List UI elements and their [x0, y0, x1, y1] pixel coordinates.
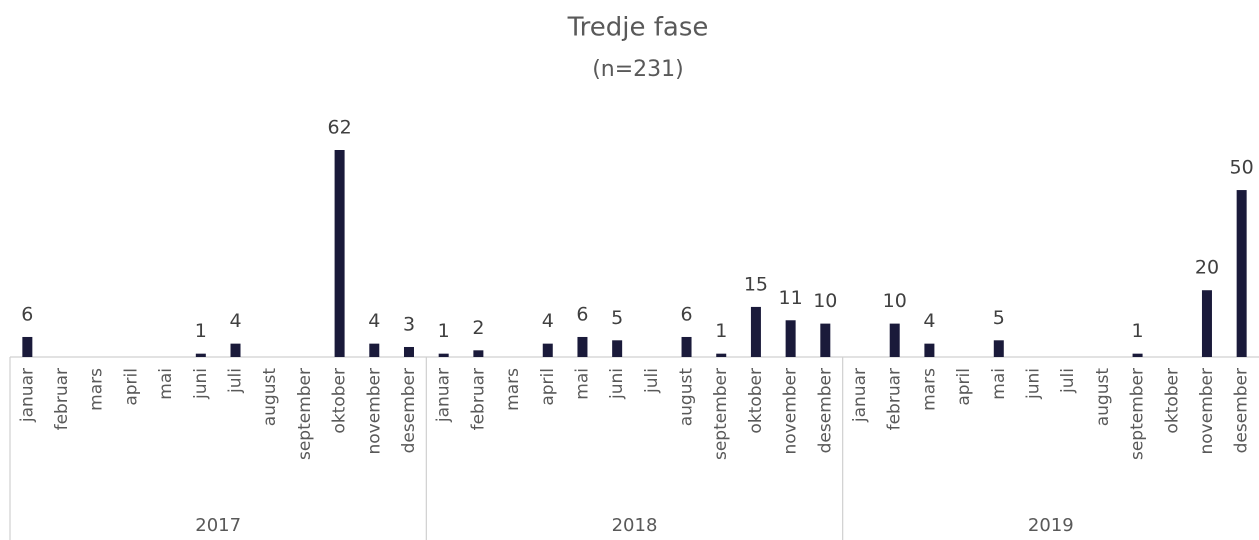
x-tick-label: desember — [399, 368, 419, 453]
bar — [612, 340, 623, 357]
x-tick-label: juni — [1023, 368, 1043, 400]
x-tick-label: juni — [607, 368, 627, 400]
data-label: 20 — [1195, 257, 1219, 279]
x-tick-label: juli — [1058, 368, 1078, 394]
x-tick-label: mai — [156, 368, 176, 400]
bar — [1132, 353, 1143, 357]
x-tick-label: februar — [468, 368, 488, 430]
data-label: 4 — [923, 310, 935, 332]
bar — [785, 320, 796, 357]
chart-title: Tredje fase — [567, 13, 709, 43]
bar — [993, 340, 1004, 357]
x-tick-label: mai — [989, 368, 1009, 400]
x-tick-label: april — [954, 368, 974, 406]
data-label: 6 — [680, 303, 692, 325]
x-tick-label: november — [781, 368, 801, 455]
bar — [924, 343, 935, 357]
x-tick-label: juni — [191, 368, 211, 400]
x-tick-label: oktober — [330, 368, 350, 434]
bar — [681, 336, 692, 357]
x-tick-label: august — [1093, 368, 1113, 427]
bar — [230, 343, 241, 357]
x-tick-label: februar — [885, 368, 905, 430]
data-label: 1 — [1132, 320, 1144, 342]
data-label: 5 — [611, 307, 623, 329]
x-tick-label: november — [1197, 368, 1217, 455]
x-tick-label: desember — [815, 368, 835, 453]
x-tick-label: april — [121, 368, 141, 406]
x-tick-label: mars — [919, 368, 939, 411]
bar — [369, 343, 380, 357]
year-label: 2018 — [612, 515, 658, 536]
x-tick-label: september — [295, 368, 315, 460]
bar — [820, 323, 831, 357]
data-label: 3 — [403, 313, 415, 335]
data-label: 6 — [576, 303, 588, 325]
x-tick-label: juli — [226, 368, 246, 394]
data-label: 4 — [368, 310, 380, 332]
bar — [438, 353, 449, 357]
x-tick-label: juli — [642, 368, 662, 394]
x-tick-label: januar — [17, 368, 37, 423]
data-label: 4 — [542, 310, 554, 332]
x-tick-label: mai — [572, 368, 592, 400]
x-tick-label: mars — [87, 368, 107, 411]
x-tick-label: januar — [850, 368, 870, 423]
data-label: 1 — [195, 320, 207, 342]
data-label: 62 — [328, 117, 352, 139]
x-tick-label: november — [364, 368, 384, 455]
data-label: 6 — [21, 303, 33, 325]
x-tick-label: september — [1128, 368, 1148, 460]
bar — [542, 343, 553, 357]
year-label: 2017 — [195, 515, 241, 536]
bar — [473, 350, 484, 357]
x-tick-label: januar — [434, 368, 454, 423]
chart-subtitle: (n=231) — [592, 57, 684, 82]
data-label: 2 — [472, 317, 484, 339]
bar — [577, 336, 588, 357]
bar — [22, 336, 33, 357]
bar — [195, 353, 206, 357]
x-tick-label: april — [538, 368, 558, 406]
x-tick-label: oktober — [1162, 368, 1182, 434]
x-tick-label: desember — [1232, 368, 1252, 453]
x-tick-label: oktober — [746, 368, 766, 434]
data-label: 4 — [229, 310, 241, 332]
x-tick-label: mars — [503, 368, 523, 411]
bar — [1236, 190, 1247, 357]
year-label: 2019 — [1028, 515, 1074, 536]
data-label: 50 — [1230, 157, 1254, 179]
bar — [403, 346, 414, 357]
x-tick-label: september — [711, 368, 731, 460]
data-label: 10 — [813, 290, 837, 312]
x-tick-label: august — [260, 368, 280, 427]
bar — [889, 323, 900, 357]
bar — [334, 150, 345, 357]
data-label: 1 — [715, 320, 727, 342]
bar — [716, 353, 727, 357]
bar — [750, 306, 761, 357]
data-label: 15 — [744, 273, 768, 295]
bar — [1201, 290, 1212, 357]
x-tick-label: august — [677, 368, 697, 427]
data-label: 1 — [438, 320, 450, 342]
x-tick-label: februar — [52, 368, 72, 430]
data-label: 11 — [779, 287, 803, 309]
data-label: 10 — [883, 290, 907, 312]
data-label: 5 — [993, 307, 1005, 329]
